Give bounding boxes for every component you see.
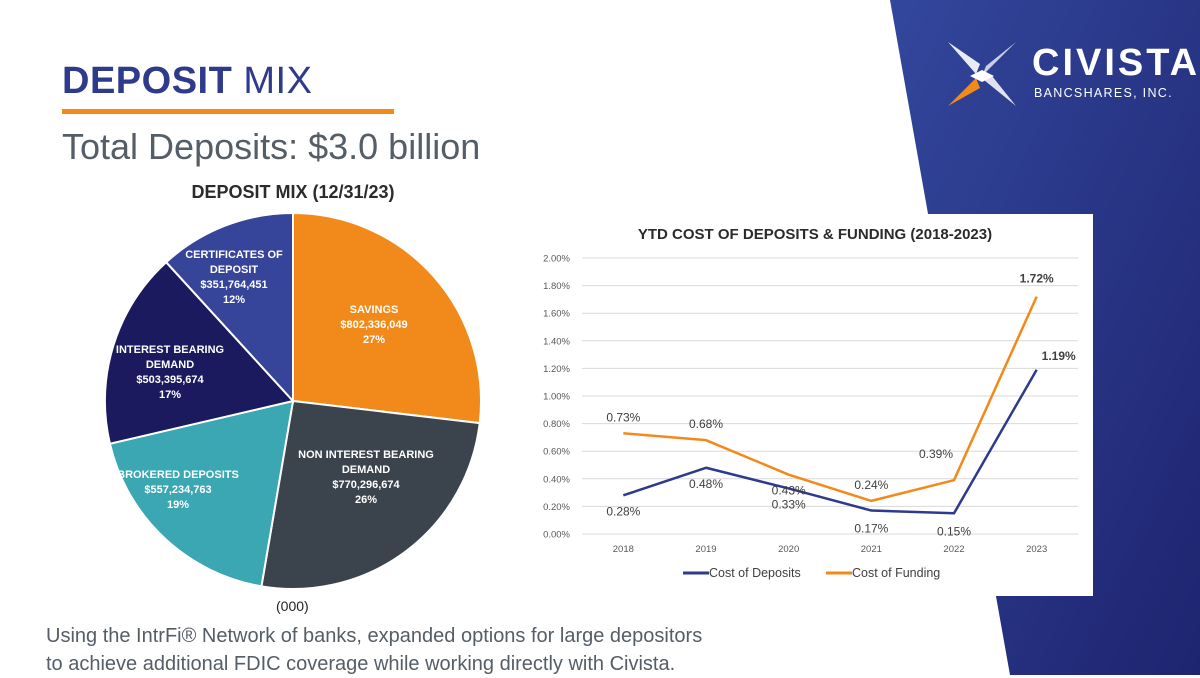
data-label: 0.17%: [854, 522, 888, 536]
x-tick-label: 2022: [943, 544, 964, 555]
data-label: 0.33%: [772, 497, 806, 511]
data-label: 0.28%: [606, 504, 640, 518]
legend-label: Cost of Deposits: [709, 566, 801, 580]
y-tick-label: 1.60%: [543, 309, 570, 320]
pie-slice-label: CERTIFICATES OF DEPOSIT $351,764,451 12%: [185, 249, 283, 306]
pie-slice: [164, 211, 294, 404]
pie-slice-label: NON INTEREST BEARING DEMAND $770,296,674 26…: [298, 449, 434, 506]
y-tick-label: 1.40%: [543, 336, 570, 347]
data-label: 0.48%: [689, 477, 723, 491]
series-line: [623, 296, 1038, 503]
civista-logo-icon: [948, 42, 1016, 106]
x-tick-label: 2023: [1026, 544, 1047, 555]
title-underline: [62, 109, 394, 114]
y-tick-label: 0.80%: [543, 419, 570, 430]
total-deposits-subtitle: Total Deposits: $3.0 billion: [62, 126, 481, 167]
footnote-line-1: Using the IntrFi® Network of banks, expa…: [46, 625, 703, 647]
page-title: DEPOSIT MIX: [62, 60, 312, 103]
data-label: 1.72%: [1020, 272, 1054, 286]
x-tick-label: 2019: [695, 544, 716, 555]
page-title-bold: DEPOSIT: [62, 60, 233, 102]
footnote: Using the IntrFi® Network of banks, expa…: [46, 622, 746, 678]
brand-tagline: BANCSHARES, INC.: [1034, 86, 1173, 100]
y-tick-label: 1.20%: [543, 364, 570, 375]
data-label: 0.39%: [919, 447, 953, 461]
line-chart-panel: YTD COST OF DEPOSITS & FUNDING (2018-202…: [538, 214, 1093, 596]
y-tick-label: 2.00%: [543, 254, 570, 265]
pie-slice-label: INTEREST BEARING DEMAND $503,395,674 17%: [116, 344, 224, 401]
footnote-line-2: to achieve additional FDIC coverage whil…: [46, 653, 676, 675]
series-line: [622, 369, 1038, 515]
y-tick-label: 0.40%: [543, 474, 570, 485]
deposit-mix-pie-chart: SAVINGS $802,336,049 27% NON INTEREST BEARI…: [104, 211, 482, 590]
x-tick-label: 2018: [613, 544, 634, 555]
pie-slice: [104, 260, 295, 445]
pie-slice: [108, 399, 295, 588]
cost-of-deposits-line-chart: YTD COST OF DEPOSITS & FUNDING (2018-202…: [543, 226, 1078, 580]
data-label: 0.24%: [854, 478, 888, 492]
legend-label: Cost of Funding: [852, 566, 940, 580]
pie-slice: [260, 399, 481, 590]
data-label: 0.43%: [772, 484, 806, 498]
data-label: 1.19%: [1042, 349, 1076, 363]
line-chart-title: YTD COST OF DEPOSITS & FUNDING (2018-202…: [638, 226, 992, 243]
y-tick-label: 0.00%: [543, 530, 570, 541]
units-note: (000): [276, 598, 309, 614]
y-tick-label: 0.20%: [543, 502, 570, 513]
data-label: 0.73%: [606, 410, 640, 424]
y-tick-label: 1.00%: [543, 392, 570, 403]
x-tick-label: 2021: [861, 544, 882, 555]
pie-chart-title: DEPOSIT MIX (12/31/23): [191, 182, 395, 202]
pie-slice-label: BROKERED DEPOSITS $557,234,763 19%: [117, 469, 239, 511]
pie-slice-label: SAVINGS $802,336,049 27%: [340, 304, 407, 346]
data-label: 0.68%: [689, 417, 723, 431]
data-label: 0.15%: [937, 524, 971, 538]
y-tick-label: 0.60%: [543, 447, 570, 458]
pie-slice: [292, 211, 482, 425]
x-tick-label: 2020: [778, 544, 799, 555]
page-title-light: MIX: [232, 60, 313, 102]
brand-name: CIVISTA: [1032, 42, 1200, 84]
y-tick-label: 1.80%: [543, 281, 570, 292]
